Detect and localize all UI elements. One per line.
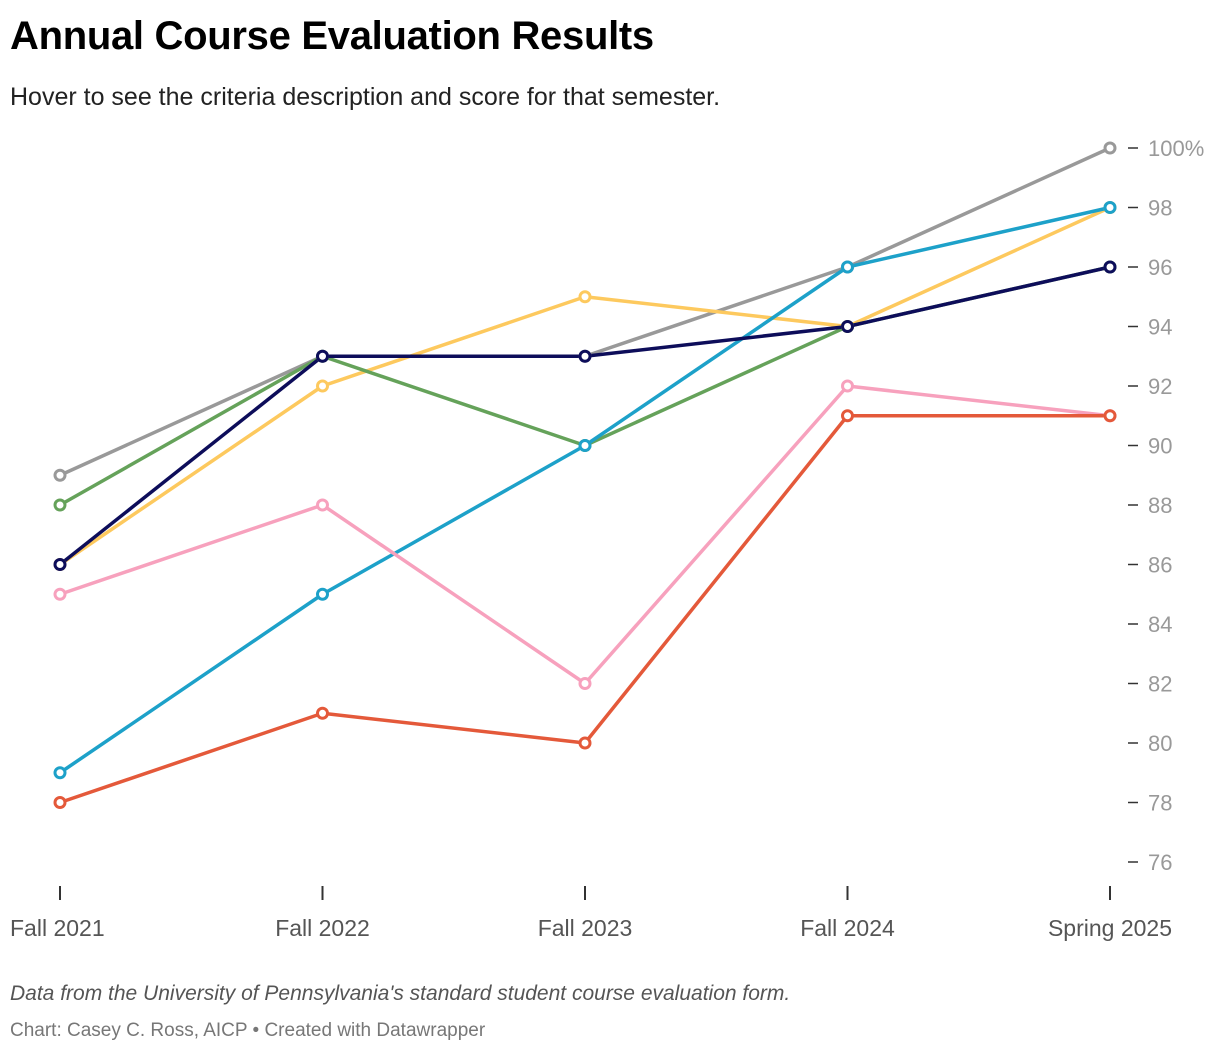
y-tick-label: 82 [1148, 672, 1172, 697]
datawrapper-link[interactable]: Created with Datawrapper [264, 1020, 486, 1041]
series-lines [58, 146, 1112, 805]
data-point-blue[interactable] [841, 260, 854, 274]
data-point-blue[interactable] [578, 439, 592, 452]
data-point-navy[interactable] [316, 349, 329, 363]
y-tick-label: 96 [1148, 255, 1172, 280]
x-tick-label: Fall 2021 [10, 915, 105, 941]
credit-author: Chart: Casey C. Ross, AICP [10, 1020, 248, 1041]
data-point-orange[interactable] [841, 409, 854, 423]
y-tick-label: 80 [1148, 731, 1172, 756]
chart-title: Annual Course Evaluation Results [10, 14, 654, 58]
chart-credit: Chart: Casey C. Ross, AICP • Created wit… [10, 1020, 485, 1042]
x-tick-label: Spring 2025 [1048, 915, 1172, 941]
y-tick-label: 76 [1148, 850, 1172, 875]
data-point-yellow[interactable] [578, 290, 592, 304]
x-tick-label: Fall 2024 [800, 915, 895, 941]
y-tick-label: 84 [1148, 612, 1172, 637]
series-line-yellow[interactable] [58, 205, 1112, 567]
y-tick-label: 98 [1148, 196, 1172, 221]
data-point-pink[interactable] [841, 379, 854, 393]
y-tick-label: 92 [1148, 374, 1172, 399]
y-tick-label: 94 [1148, 315, 1172, 340]
credit-separator: • [252, 1020, 260, 1041]
data-point-yellow[interactable] [316, 379, 329, 393]
chart-notes: Data from the University of Pennsylvania… [10, 982, 791, 1005]
series-line-gray[interactable] [58, 146, 1112, 477]
data-point-orange[interactable] [578, 736, 592, 750]
y-tick-label: 86 [1148, 553, 1172, 578]
data-point-navy[interactable] [841, 320, 854, 333]
data-point-navy[interactable] [1103, 260, 1117, 274]
y-tick-label: 90 [1148, 434, 1172, 459]
data-point-blue[interactable] [316, 587, 329, 601]
data-point-gray[interactable] [53, 468, 67, 482]
data-point-orange[interactable] [53, 796, 67, 809]
data-point-pink[interactable] [53, 587, 67, 601]
y-tick-label: 100% [1148, 136, 1204, 161]
y-tick-label: 88 [1148, 493, 1172, 518]
data-point-blue[interactable] [1103, 201, 1117, 214]
y-axis: 76 78 80 82 84 86 88 90 92 94 96 98 100% [1128, 136, 1204, 875]
x-axis: Fall 2021 Fall 2022 Fall 2023 Fall 2024 Spri… [10, 886, 1172, 941]
data-point-pink[interactable] [316, 498, 329, 512]
chart-subtitle: Hover to see the criteria description an… [10, 83, 721, 111]
data-point-navy[interactable] [53, 558, 67, 571]
x-tick-label: Fall 2022 [275, 915, 370, 941]
series-points [53, 141, 1117, 809]
data-point-blue[interactable] [53, 766, 67, 780]
x-tick-label: Fall 2023 [538, 915, 633, 941]
y-tick-label: 78 [1148, 791, 1172, 816]
series-line-pink[interactable] [58, 384, 1112, 686]
data-point-green[interactable] [53, 498, 67, 512]
data-point-orange[interactable] [316, 706, 329, 720]
data-point-orange[interactable] [1103, 409, 1117, 423]
data-point-pink[interactable] [578, 677, 592, 690]
data-point-gray[interactable] [1103, 141, 1117, 155]
data-point-navy[interactable] [578, 349, 592, 363]
